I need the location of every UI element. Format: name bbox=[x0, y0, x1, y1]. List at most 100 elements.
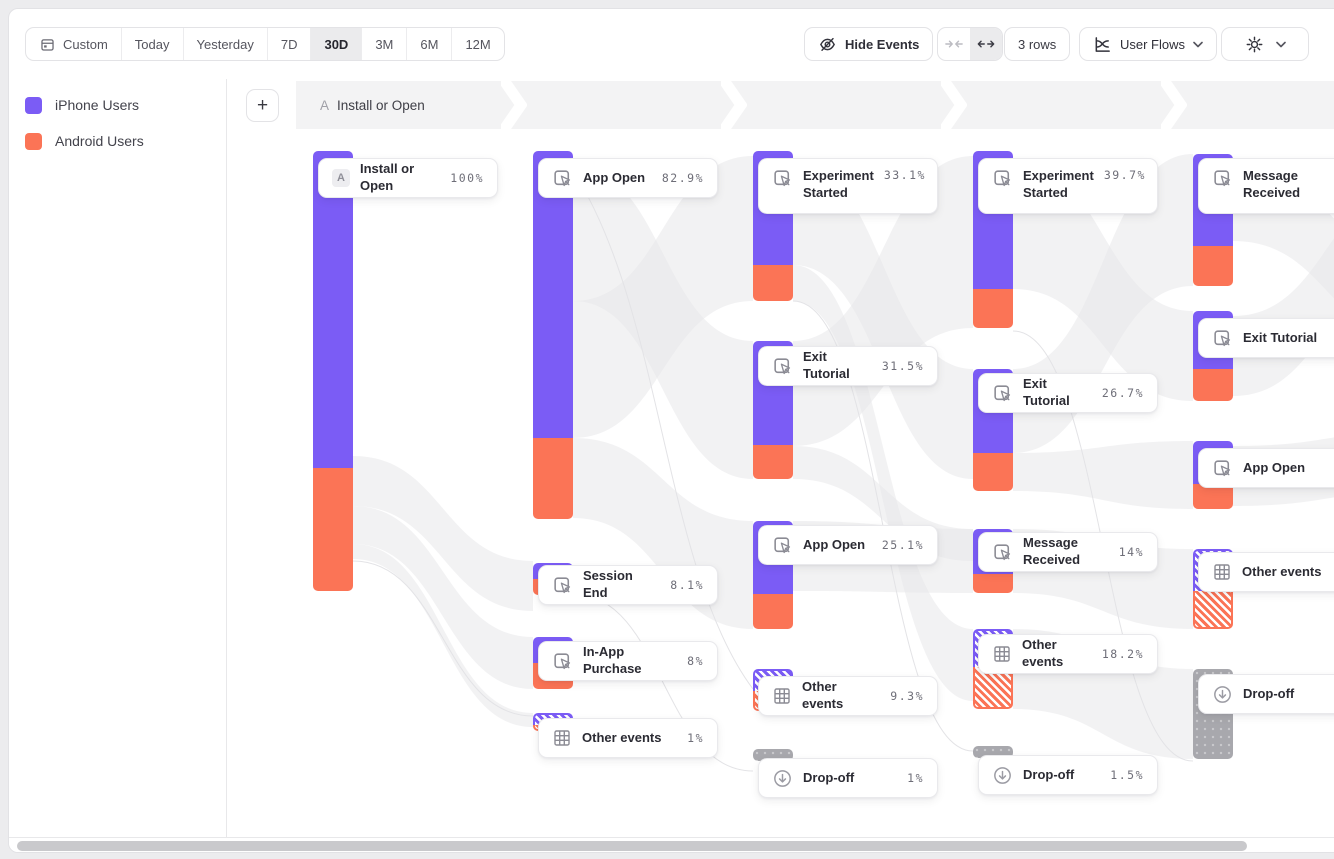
flow-node-card-drop-off[interactable]: Drop-off 1.5% bbox=[978, 755, 1158, 795]
event-click-icon bbox=[772, 356, 793, 377]
legend-swatch bbox=[25, 132, 42, 150]
user-flows-icon bbox=[1093, 35, 1112, 54]
date-range-custom[interactable]: Custom bbox=[26, 28, 121, 60]
drop-off-icon bbox=[1212, 684, 1233, 705]
legend-label: iPhone Users bbox=[55, 97, 140, 113]
event-click-icon bbox=[1212, 328, 1233, 349]
date-range-12m[interactable]: 12M bbox=[451, 28, 503, 60]
node-label: Other events bbox=[802, 679, 844, 711]
node-percentage: 8.1% bbox=[670, 578, 704, 592]
flow-node-card-app-open[interactable]: App Open bbox=[1198, 448, 1334, 488]
other-events-grid-icon bbox=[992, 644, 1012, 664]
flow-node-card-message-received[interactable]: Message Received bbox=[1198, 158, 1334, 214]
step-chevron-icon bbox=[1161, 81, 1187, 129]
collapse-expand-toggle bbox=[937, 27, 1003, 61]
expand-columns-button[interactable] bbox=[970, 28, 1002, 60]
event-click-icon bbox=[552, 575, 573, 596]
add-step-button[interactable]: + bbox=[246, 89, 279, 122]
flow-node-card-in-app-purchase[interactable]: In-App Purchase 8% bbox=[538, 641, 718, 681]
flow-node-card-drop-off[interactable]: Drop-off 1% bbox=[758, 758, 938, 798]
flow-node-card-session-end[interactable]: Session End 8.1% bbox=[538, 565, 718, 605]
date-range-yesterday[interactable]: Yesterday bbox=[182, 28, 267, 60]
view-selector-dropdown[interactable]: User Flows bbox=[1079, 27, 1218, 61]
node-label: Session End bbox=[583, 568, 633, 600]
step-chevron-icon bbox=[501, 81, 527, 129]
node-percentage: 100% bbox=[450, 171, 484, 185]
eye-off-icon bbox=[818, 35, 837, 54]
node-percentage: 25.1% bbox=[881, 538, 924, 552]
other-events-grid-icon bbox=[552, 728, 572, 748]
date-range-label: Custom bbox=[63, 36, 108, 52]
event-click-icon bbox=[552, 168, 573, 189]
date-range-7d[interactable]: 7D bbox=[266, 28, 311, 60]
node-label: Message Received bbox=[1023, 535, 1081, 567]
legend-item-iphone-users[interactable]: iPhone Users bbox=[25, 87, 225, 123]
node-percentage: 14% bbox=[1118, 545, 1144, 559]
flow-node-bar-app-open[interactable] bbox=[533, 151, 573, 519]
date-range-label: 12M bbox=[465, 36, 491, 52]
node-label: Experiment Started bbox=[803, 168, 874, 200]
drop-off-icon bbox=[992, 765, 1013, 786]
flow-node-bar-install-or-open[interactable] bbox=[313, 151, 353, 591]
date-range-today[interactable]: Today bbox=[120, 28, 183, 60]
legend-item-android-users[interactable]: Android Users bbox=[25, 123, 225, 159]
flow-node-card-app-open[interactable]: App Open 25.1% bbox=[758, 525, 938, 565]
flow-node-card-other-events[interactable]: Other events 18.2% bbox=[978, 634, 1158, 674]
collapse-columns-button[interactable] bbox=[938, 28, 970, 60]
content-bottom-divider bbox=[9, 837, 1334, 838]
flow-node-card-exit-tutorial[interactable]: Exit Tutorial 31.5% bbox=[758, 346, 938, 386]
node-label: Other events bbox=[582, 729, 662, 745]
flow-node-card-experiment-started[interactable]: Experiment Started 39.7% bbox=[978, 158, 1158, 214]
flow-node-card-message-received[interactable]: Message Received 14% bbox=[978, 532, 1158, 572]
step-chevron-icon bbox=[941, 81, 967, 129]
node-label: App Open bbox=[583, 169, 646, 185]
node-label: App Open bbox=[1243, 459, 1306, 475]
node-percentage: 18.2% bbox=[1101, 647, 1144, 661]
flow-node-card-exit-tutorial[interactable]: Exit Tutorial bbox=[1198, 318, 1334, 358]
event-click-icon bbox=[992, 542, 1013, 563]
horizontal-scrollbar-thumb[interactable] bbox=[17, 841, 1247, 851]
date-range-30d[interactable]: 30D bbox=[310, 28, 362, 60]
node-label: Message Received bbox=[1243, 168, 1301, 200]
node-label: Other events bbox=[1022, 637, 1064, 669]
event-click-icon bbox=[772, 535, 793, 556]
flow-node-card-drop-off[interactable]: Drop-off bbox=[1198, 674, 1334, 714]
flow-node-card-install-or-open[interactable]: A Install or Open 100% bbox=[318, 158, 498, 198]
date-range-6m[interactable]: 6M bbox=[406, 28, 451, 60]
node-percentage: 9.3% bbox=[890, 689, 924, 703]
panel-divider bbox=[226, 79, 227, 837]
horizontal-scrollbar[interactable] bbox=[9, 838, 1334, 852]
node-label: Exit Tutorial bbox=[1023, 376, 1070, 408]
hide-events-button[interactable]: Hide Events bbox=[804, 27, 934, 61]
step-breadcrumb: A Install or Open bbox=[296, 98, 425, 113]
rows-count-button[interactable]: 3 rows bbox=[1004, 27, 1071, 61]
node-label: App Open bbox=[803, 536, 866, 552]
flow-step-header[interactable]: A Install or Open bbox=[296, 81, 1334, 129]
node-percentage: 39.7% bbox=[1103, 168, 1146, 182]
settings-dropdown-button[interactable] bbox=[1221, 27, 1309, 61]
arrows-inward-icon bbox=[945, 37, 963, 51]
hide-events-label: Hide Events bbox=[845, 36, 920, 52]
date-range-3m[interactable]: 3M bbox=[361, 28, 406, 60]
calendar-icon bbox=[39, 36, 56, 53]
event-click-icon bbox=[552, 651, 573, 672]
node-label: Drop-off bbox=[803, 769, 855, 785]
other-events-grid-icon bbox=[772, 686, 792, 706]
view-selector-label: User Flows bbox=[1120, 36, 1186, 52]
date-range-label: 30D bbox=[324, 36, 349, 52]
legend-label: Android Users bbox=[55, 133, 144, 149]
flow-node-card-other-events[interactable]: Other events 1% bbox=[538, 718, 718, 758]
other-events-grid-icon bbox=[1212, 562, 1232, 582]
app-window: Custom Today Yesterday 7D 30D 3M 6M 12M Hide Ev… bbox=[8, 8, 1334, 853]
flow-node-card-experiment-started[interactable]: Experiment Started 33.1% bbox=[758, 158, 938, 214]
flow-node-card-other-events[interactable]: Other events bbox=[1198, 552, 1334, 592]
node-label: Install or Open bbox=[360, 161, 415, 193]
date-range-label: 3M bbox=[375, 36, 394, 52]
flow-node-card-exit-tutorial[interactable]: Exit Tutorial 26.7% bbox=[978, 373, 1158, 413]
date-range-label: 6M bbox=[420, 36, 439, 52]
drop-off-icon bbox=[772, 768, 793, 789]
flow-node-card-other-events[interactable]: Other events 9.3% bbox=[758, 676, 938, 716]
flow-node-card-app-open[interactable]: App Open 82.9% bbox=[538, 158, 718, 198]
node-percentage: 1.5% bbox=[1110, 768, 1144, 782]
legend-swatch bbox=[25, 96, 42, 114]
